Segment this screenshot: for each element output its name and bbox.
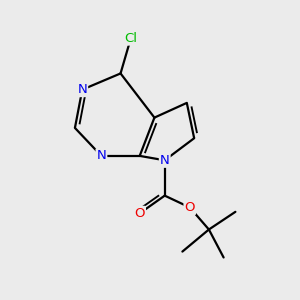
Text: N: N [77,83,87,96]
Text: O: O [184,201,195,214]
Text: Cl: Cl [124,32,137,45]
Text: N: N [160,154,169,167]
Text: O: O [134,207,145,220]
Text: N: N [97,149,106,162]
